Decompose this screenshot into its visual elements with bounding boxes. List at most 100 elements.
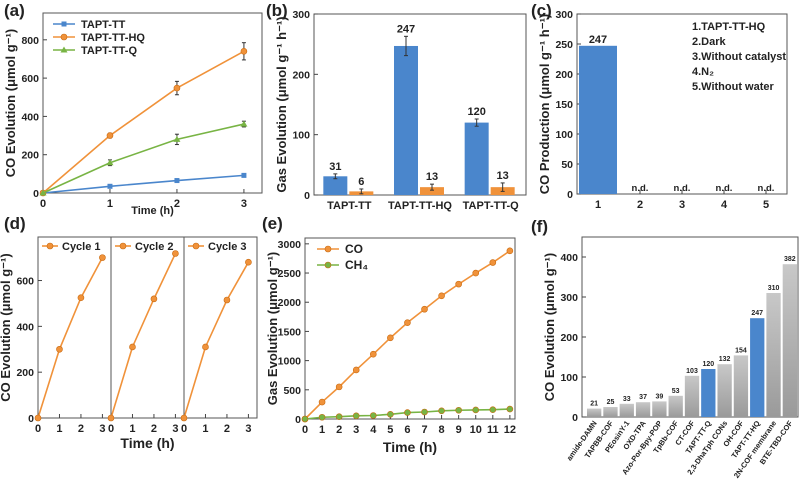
bar: [684, 375, 700, 417]
plot-frame: [304, 237, 516, 420]
data-point: [301, 415, 309, 423]
series-line: [42, 123, 245, 194]
x-tick-label: 5: [763, 199, 769, 211]
data-point: [60, 46, 68, 53]
x-tick-label: 2: [174, 198, 180, 210]
x-tick-label: 1: [107, 198, 113, 210]
plot-frame: [42, 12, 263, 194]
legend-label: TAPT-TT-Q: [81, 45, 137, 57]
x-tick-label: TAPT-TT-Q: [463, 200, 519, 212]
data-label: 103: [686, 368, 698, 375]
x-tick-label: 3: [679, 199, 685, 211]
data-label: 25: [607, 399, 615, 406]
y-tick-label: 0: [572, 412, 578, 424]
data-label: 13: [497, 170, 509, 182]
bar: [603, 407, 618, 417]
data-point: [173, 84, 181, 92]
data-label: 132: [719, 356, 731, 363]
data-point: [352, 412, 360, 420]
data-point: [99, 254, 106, 261]
y-tick-label: 0: [295, 414, 301, 426]
data-point: [180, 414, 188, 422]
data-point: [421, 305, 428, 313]
data-point: [438, 407, 445, 415]
y-tick-label: 100: [292, 130, 310, 142]
legend-label: TAPT-TT: [81, 19, 126, 31]
plot-frame: [313, 13, 527, 196]
x-tick-label: 2: [336, 424, 342, 436]
y-tick-label: 0: [567, 189, 573, 201]
series-line: [37, 257, 104, 419]
cycle-2: 0 1 2 3 Cycle 2: [107, 237, 179, 435]
bar: [750, 318, 765, 417]
data-point: [245, 258, 252, 266]
x-tick-label: 10: [470, 424, 482, 436]
x-tick-label: 4: [370, 424, 377, 436]
data-point: [404, 319, 411, 326]
data-point: [438, 292, 445, 300]
y-tick-label: 250: [555, 39, 573, 51]
data-label: 39: [655, 393, 663, 400]
x-tick-label: 3: [99, 423, 105, 435]
x-tick-label: 0: [181, 423, 187, 435]
data-point: [107, 183, 113, 189]
data-point: [106, 132, 114, 139]
y-tick-label: 300: [560, 292, 578, 304]
data-label: 310: [768, 285, 780, 292]
x-tick-label: 5: [387, 424, 393, 436]
data-point: [318, 398, 326, 406]
data-point: [174, 178, 180, 184]
panel-letter: (d): [4, 214, 26, 233]
data-label: 53: [672, 388, 680, 395]
data-label: 247: [397, 23, 415, 35]
y-tick-label: 2500: [278, 268, 302, 280]
data-label: n.d.: [674, 183, 691, 194]
legend-item: 3.Without catalyst: [692, 51, 786, 63]
plot-frame: [37, 236, 258, 419]
series-TAPT-TT-Q: TAPT-TT-Q: [39, 45, 248, 196]
data-point: [506, 405, 514, 413]
bar: [579, 45, 617, 194]
data-label: 6: [358, 176, 364, 188]
data-point: [106, 159, 114, 166]
bar: [619, 403, 634, 417]
data-point: [324, 245, 332, 253]
data-point: [173, 135, 181, 142]
data-label: n.d.: [758, 183, 775, 194]
legend-label: Cycle 3: [208, 241, 247, 253]
x-axis-label: Time (h): [120, 435, 174, 451]
y-axis-label: CO Evolution (μmol g⁻¹): [542, 253, 557, 401]
x-tick-label: 3: [353, 424, 359, 436]
data-label: 120: [702, 361, 714, 368]
legend-item: 5.Without water: [692, 81, 775, 93]
y-tick-label: 300: [555, 9, 573, 21]
data-label: 21: [590, 401, 598, 408]
legend-item: 2.Dark: [692, 36, 727, 48]
x-tick-label: 11: [487, 424, 499, 436]
y-tick-label: 0: [304, 190, 310, 202]
data-point: [455, 280, 462, 288]
data-point: [335, 413, 343, 420]
y-tick-label: 200: [560, 332, 578, 344]
x-tick-label: 1: [129, 423, 135, 435]
series-line: [42, 174, 244, 194]
data-point: [61, 21, 67, 27]
x-tick-label: 1: [319, 424, 325, 436]
data-point: [202, 343, 209, 351]
series-CO: CO: [301, 242, 514, 423]
data-point: [335, 383, 343, 391]
data-label: 154: [735, 347, 747, 354]
y-tick-label: 400: [21, 111, 39, 123]
series-line: [183, 261, 250, 419]
y-tick-label: 600: [16, 276, 34, 288]
y-tick-label: 500: [283, 385, 301, 397]
x-tick-label: 1: [595, 199, 601, 211]
cycle-3: 0 1 2 3 Cycle 3: [180, 237, 252, 435]
data-point: [240, 120, 248, 127]
y-tick-label: 0: [28, 413, 34, 425]
data-point: [472, 406, 480, 414]
data-point: [352, 366, 360, 374]
